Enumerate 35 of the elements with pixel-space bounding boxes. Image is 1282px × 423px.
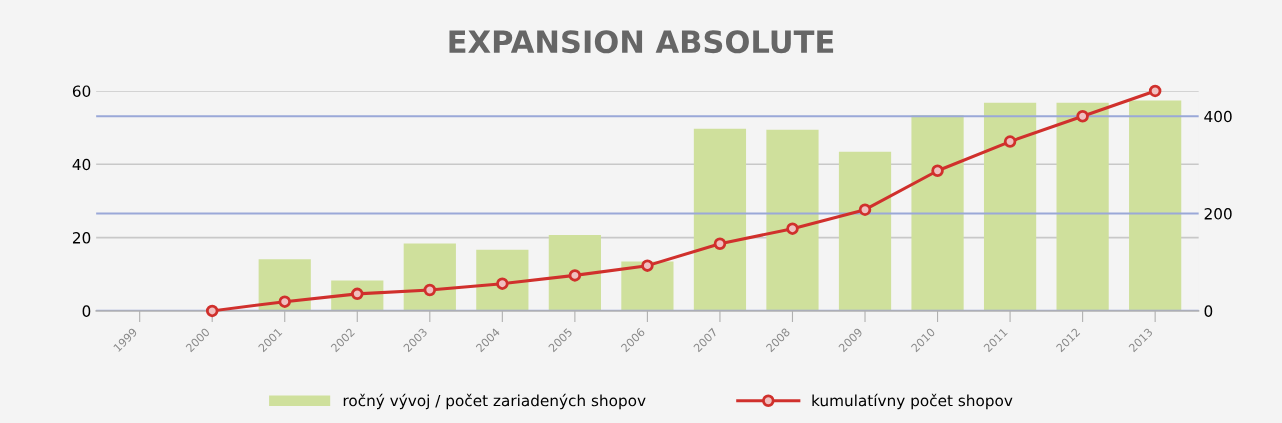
y2-tick-label: 400 bbox=[1204, 110, 1232, 123]
bar bbox=[1056, 102, 1109, 311]
point bbox=[713, 237, 727, 250]
point bbox=[1148, 84, 1162, 98]
y-tick-label: 20 bbox=[72, 232, 91, 244]
bar bbox=[403, 243, 456, 311]
y-tick-label: 60 bbox=[72, 85, 91, 97]
bar bbox=[258, 259, 311, 311]
point bbox=[641, 259, 654, 272]
bar bbox=[838, 151, 892, 311]
point bbox=[931, 164, 944, 178]
y2-tick-label: 0 bbox=[1204, 305, 1213, 317]
bar bbox=[476, 249, 529, 311]
point bbox=[1003, 135, 1017, 148]
bar bbox=[911, 115, 964, 311]
bar bbox=[1129, 100, 1182, 311]
point bbox=[858, 203, 872, 216]
bar bbox=[693, 128, 747, 311]
y-tick-label: 0 bbox=[82, 305, 91, 317]
bar bbox=[621, 261, 674, 311]
chart-title: EXPANSION ABSOLUTE bbox=[449, 30, 834, 54]
legend-label: kumulatívny počet shopov bbox=[812, 393, 1013, 410]
bar bbox=[548, 235, 601, 311]
point bbox=[205, 304, 219, 318]
bar bbox=[766, 129, 819, 311]
point bbox=[423, 283, 437, 297]
point bbox=[568, 269, 582, 282]
bar bbox=[983, 102, 1037, 311]
point bbox=[786, 222, 799, 235]
legend-label: ročný vývoj / počet zariadených shopov bbox=[343, 393, 646, 410]
point bbox=[496, 277, 509, 290]
y-tick-label: 40 bbox=[72, 158, 91, 171]
y2-tick-label: 200 bbox=[1204, 208, 1232, 220]
point bbox=[1076, 110, 1089, 123]
point bbox=[278, 295, 291, 308]
